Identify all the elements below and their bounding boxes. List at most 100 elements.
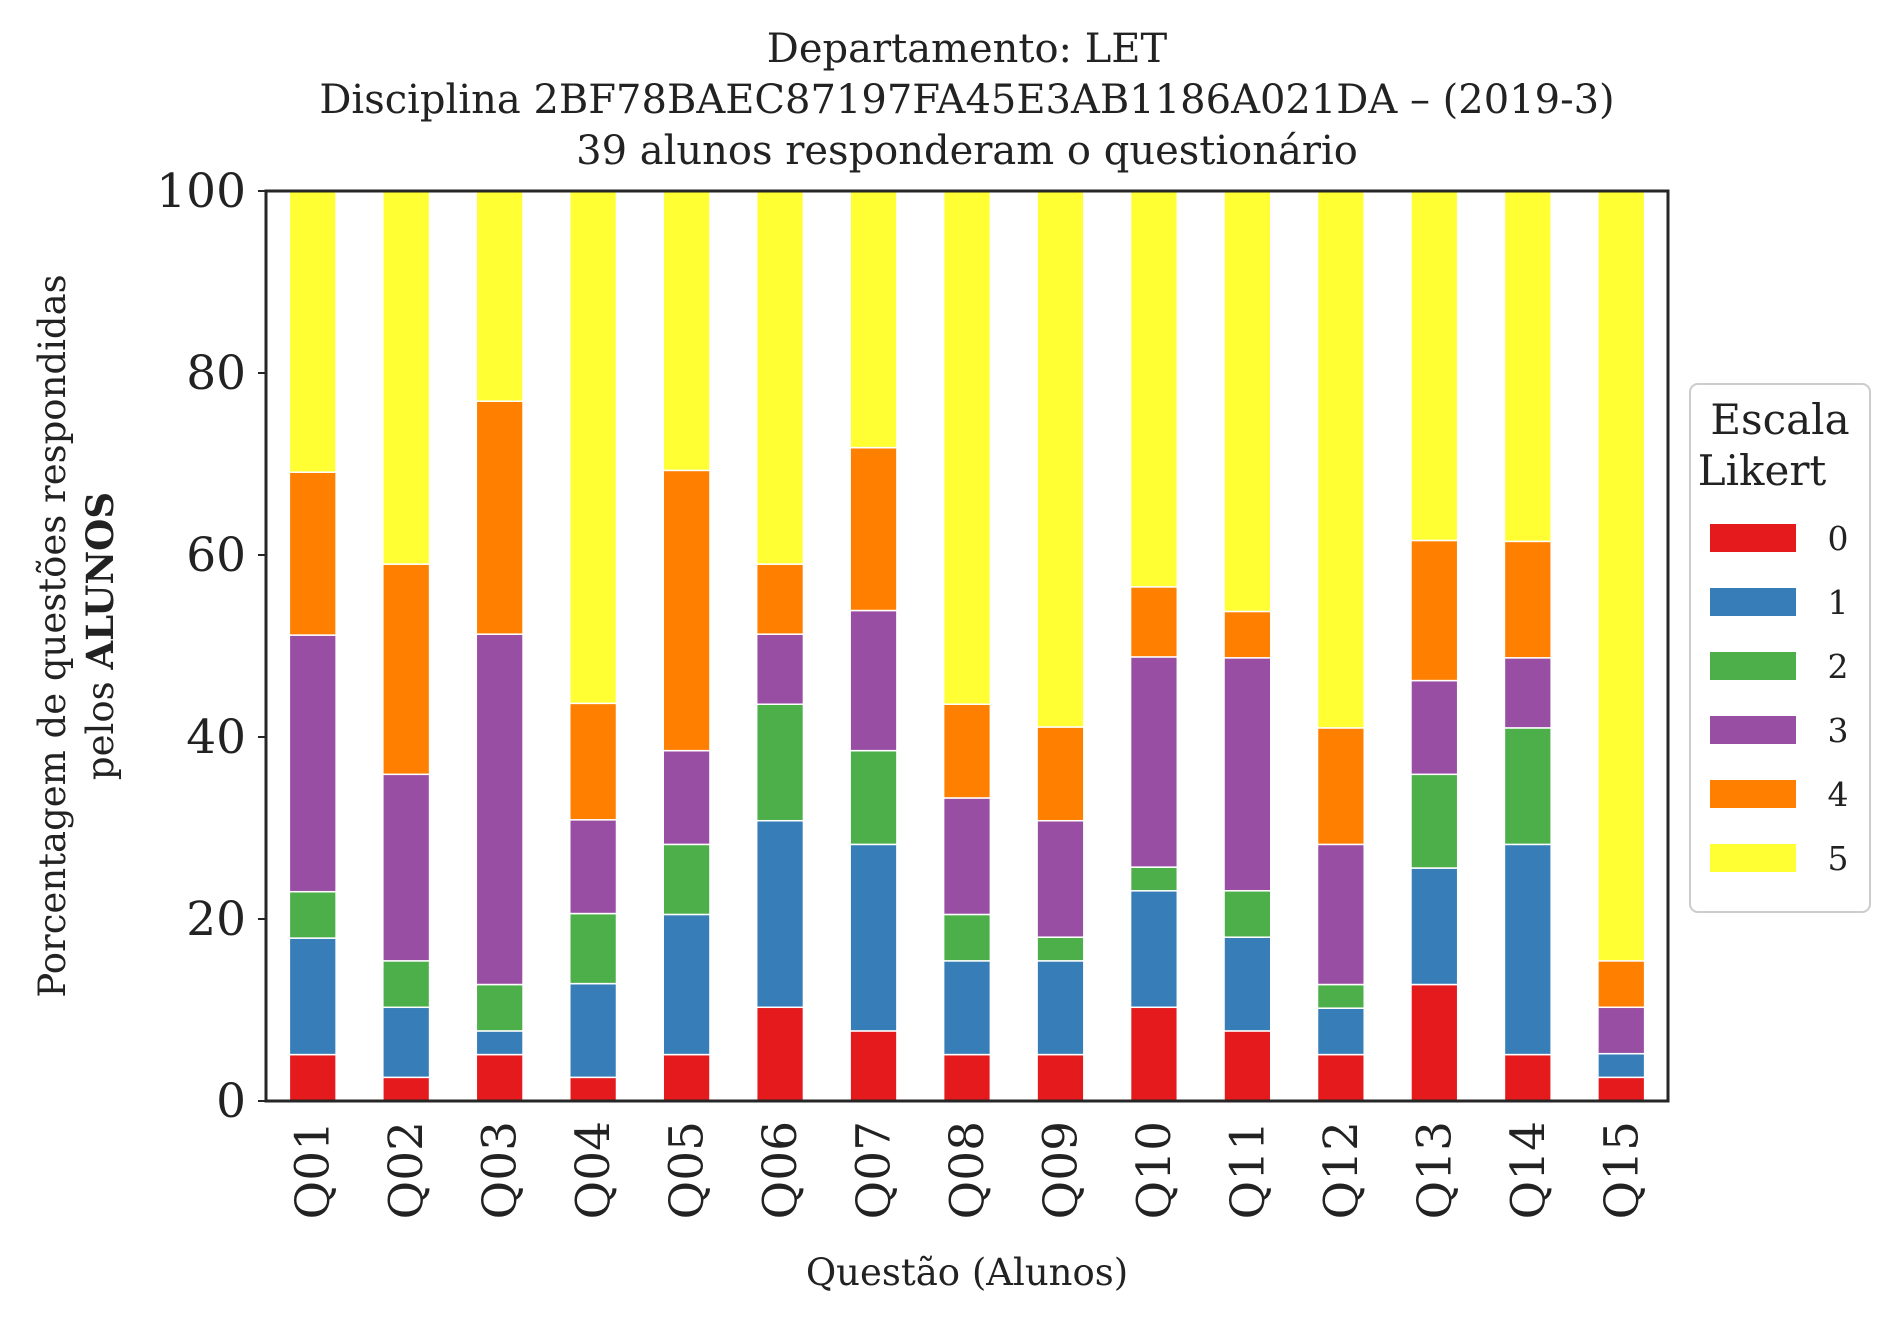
y-axis-ticks: 0 20 40 60 80 100 (156, 164, 266, 1129)
bar-segment-q10-likert-0 (1129, 1006, 1179, 1102)
bar-segment-q04-likert-2 (569, 912, 618, 985)
bar-segment-q07-likert-0 (849, 1030, 898, 1102)
x-tick-label-q04: Q04 (566, 1121, 621, 1219)
bar-segment-q12-likert-4 (1316, 727, 1365, 846)
x-tick-label-q03: Q03 (473, 1121, 528, 1219)
legend-label-1: 1 (1828, 583, 1849, 622)
bar-segment-q05-likert-1 (662, 913, 711, 1056)
bar-segment-q08-likert-2 (942, 913, 992, 962)
y-tick-label: 20 (186, 892, 246, 947)
bar-segment-q04-likert-5 (569, 190, 618, 705)
x-tick-label-q13: Q13 (1407, 1121, 1462, 1219)
x-tick-label-q10: Q10 (1127, 1121, 1182, 1219)
bar-segment-q14-likert-2 (1503, 727, 1552, 846)
bar-segment-q11-likert-2 (1223, 890, 1272, 938)
bar-segment-q10-likert-5 (1129, 190, 1179, 588)
bar-segment-q11-likert-5 (1223, 190, 1272, 613)
bar-segment-q02-likert-3 (382, 773, 431, 962)
legend: Escala Likert 0 1 2 3 4 5 (1689, 383, 1871, 913)
bar-segment-q06-likert-0 (755, 1006, 805, 1102)
x-tick-label-q02: Q02 (379, 1121, 434, 1219)
y-tick-label: 60 (186, 528, 246, 583)
bar-segment-q13-likert-5 (1410, 190, 1459, 542)
plot-frame (264, 189, 1670, 1103)
bar-segment-q01-likert-3 (288, 634, 337, 893)
chart-title-line-3: 39 alunos responderam o questionário (576, 128, 1358, 174)
legend-title-line-1: Escala (1710, 395, 1849, 444)
x-tick-label-q14: Q14 (1501, 1121, 1556, 1219)
bar-segment-q07-likert-2 (849, 749, 898, 846)
bar-segment-q10-likert-2 (1129, 866, 1179, 892)
bar-segment-q11-likert-0 (1223, 1030, 1272, 1102)
bar-segment-q12-likert-1 (1316, 1007, 1365, 1056)
bar-segment-q11-likert-1 (1223, 936, 1272, 1032)
y-tick-label: 40 (186, 710, 246, 765)
bar-segment-q05-likert-5 (662, 190, 711, 472)
bar-segment-q12-likert-5 (1316, 190, 1365, 729)
chart-title: Departamento: LET Disciplina 2BF78BAEC87… (319, 26, 1614, 174)
bar-segment-q04-likert-4 (569, 702, 618, 821)
y-tick-label: 0 (216, 1074, 246, 1129)
bars (288, 190, 1646, 1102)
y-axis-label-line-2: pelos ALUNOS (78, 492, 122, 780)
legend-title-line-2: Likert (1698, 446, 1827, 495)
y-tick-label: 80 (186, 346, 246, 401)
legend-swatch-1 (1710, 588, 1796, 616)
legend-swatch-2 (1710, 652, 1796, 680)
bar-segment-q08-likert-5 (942, 190, 992, 705)
y-tick-label: 100 (156, 164, 246, 219)
bar-segment-q08-likert-0 (942, 1053, 992, 1102)
chart-title-line-2: Disciplina 2BF78BAEC87197FA45E3AB1186A02… (319, 77, 1614, 123)
legend-swatch-5 (1710, 844, 1796, 872)
y-axis-label-bold: ALUNOS (78, 492, 122, 671)
bar-segment-q02-likert-0 (382, 1076, 431, 1102)
bar-segment-q15-likert-1 (1597, 1052, 1646, 1079)
bar-segment-q14-likert-4 (1503, 540, 1552, 659)
bar-segment-q01-likert-4 (288, 471, 337, 636)
bar-segment-q02-likert-2 (382, 960, 431, 1009)
x-axis-ticks: Q01 Q02 Q03 Q04 Q05 Q06 Q07 Q08 Q09 Q10 Q11 Q12 Q13 Q… (286, 1121, 1650, 1219)
bar-segment-q05-likert-2 (662, 843, 711, 916)
bar-segment-q12-likert-2 (1316, 983, 1365, 1009)
x-tick-label-q11: Q11 (1220, 1121, 1275, 1219)
bar-segment-q08-likert-3 (942, 797, 992, 916)
bar-segment-q04-likert-3 (569, 819, 618, 915)
bar-segment-q08-likert-4 (942, 703, 992, 799)
x-tick-label-q12: Q12 (1314, 1121, 1369, 1219)
bar-segment-q12-likert-0 (1316, 1053, 1365, 1102)
legend-swatch-4 (1710, 780, 1796, 808)
bar-segment-q06-likert-3 (755, 633, 805, 705)
bar-segment-q14-likert-3 (1503, 657, 1552, 729)
bar-segment-q05-likert-3 (662, 749, 711, 846)
bar-segment-q06-likert-5 (755, 190, 805, 565)
bar-segment-q09-likert-2 (1036, 936, 1085, 962)
bar-segment-q05-likert-0 (662, 1053, 711, 1102)
bar-segment-q12-likert-3 (1316, 843, 1365, 986)
bar-segment-q09-likert-3 (1036, 819, 1085, 938)
bar-segment-q03-likert-1 (475, 1030, 524, 1056)
bar-segment-q13-likert-0 (1410, 983, 1459, 1102)
bar-segment-q02-likert-5 (382, 190, 431, 565)
bar-segment-q10-likert-3 (1129, 656, 1179, 868)
x-tick-label-q05: Q05 (660, 1121, 715, 1219)
bar-segment-q15-likert-4 (1597, 960, 1646, 1009)
y-axis-label-line-1: Porcentagem de questões respondidas (31, 274, 74, 997)
legend-label-3: 3 (1828, 711, 1849, 750)
bar-segment-q07-likert-3 (849, 609, 898, 752)
bar-segment-q01-likert-0 (288, 1053, 337, 1102)
bar-segment-q07-likert-1 (849, 843, 898, 1032)
x-tick-label-q08: Q08 (940, 1121, 995, 1219)
bar-segment-q04-likert-0 (569, 1076, 618, 1102)
bar-segment-q09-likert-5 (1036, 190, 1085, 728)
bar-segment-q09-likert-4 (1036, 726, 1085, 822)
bar-segment-q04-likert-1 (569, 982, 618, 1079)
legend-label-4: 4 (1828, 775, 1849, 814)
bar-segment-q03-likert-2 (475, 983, 524, 1032)
bar-segment-q02-likert-1 (382, 1006, 431, 1079)
bar-segment-q06-likert-1 (755, 819, 805, 1009)
bar-segment-q14-likert-1 (1503, 843, 1552, 1056)
x-tick-label-q09: Q09 (1033, 1121, 1088, 1219)
bar-segment-q11-likert-3 (1223, 657, 1272, 892)
